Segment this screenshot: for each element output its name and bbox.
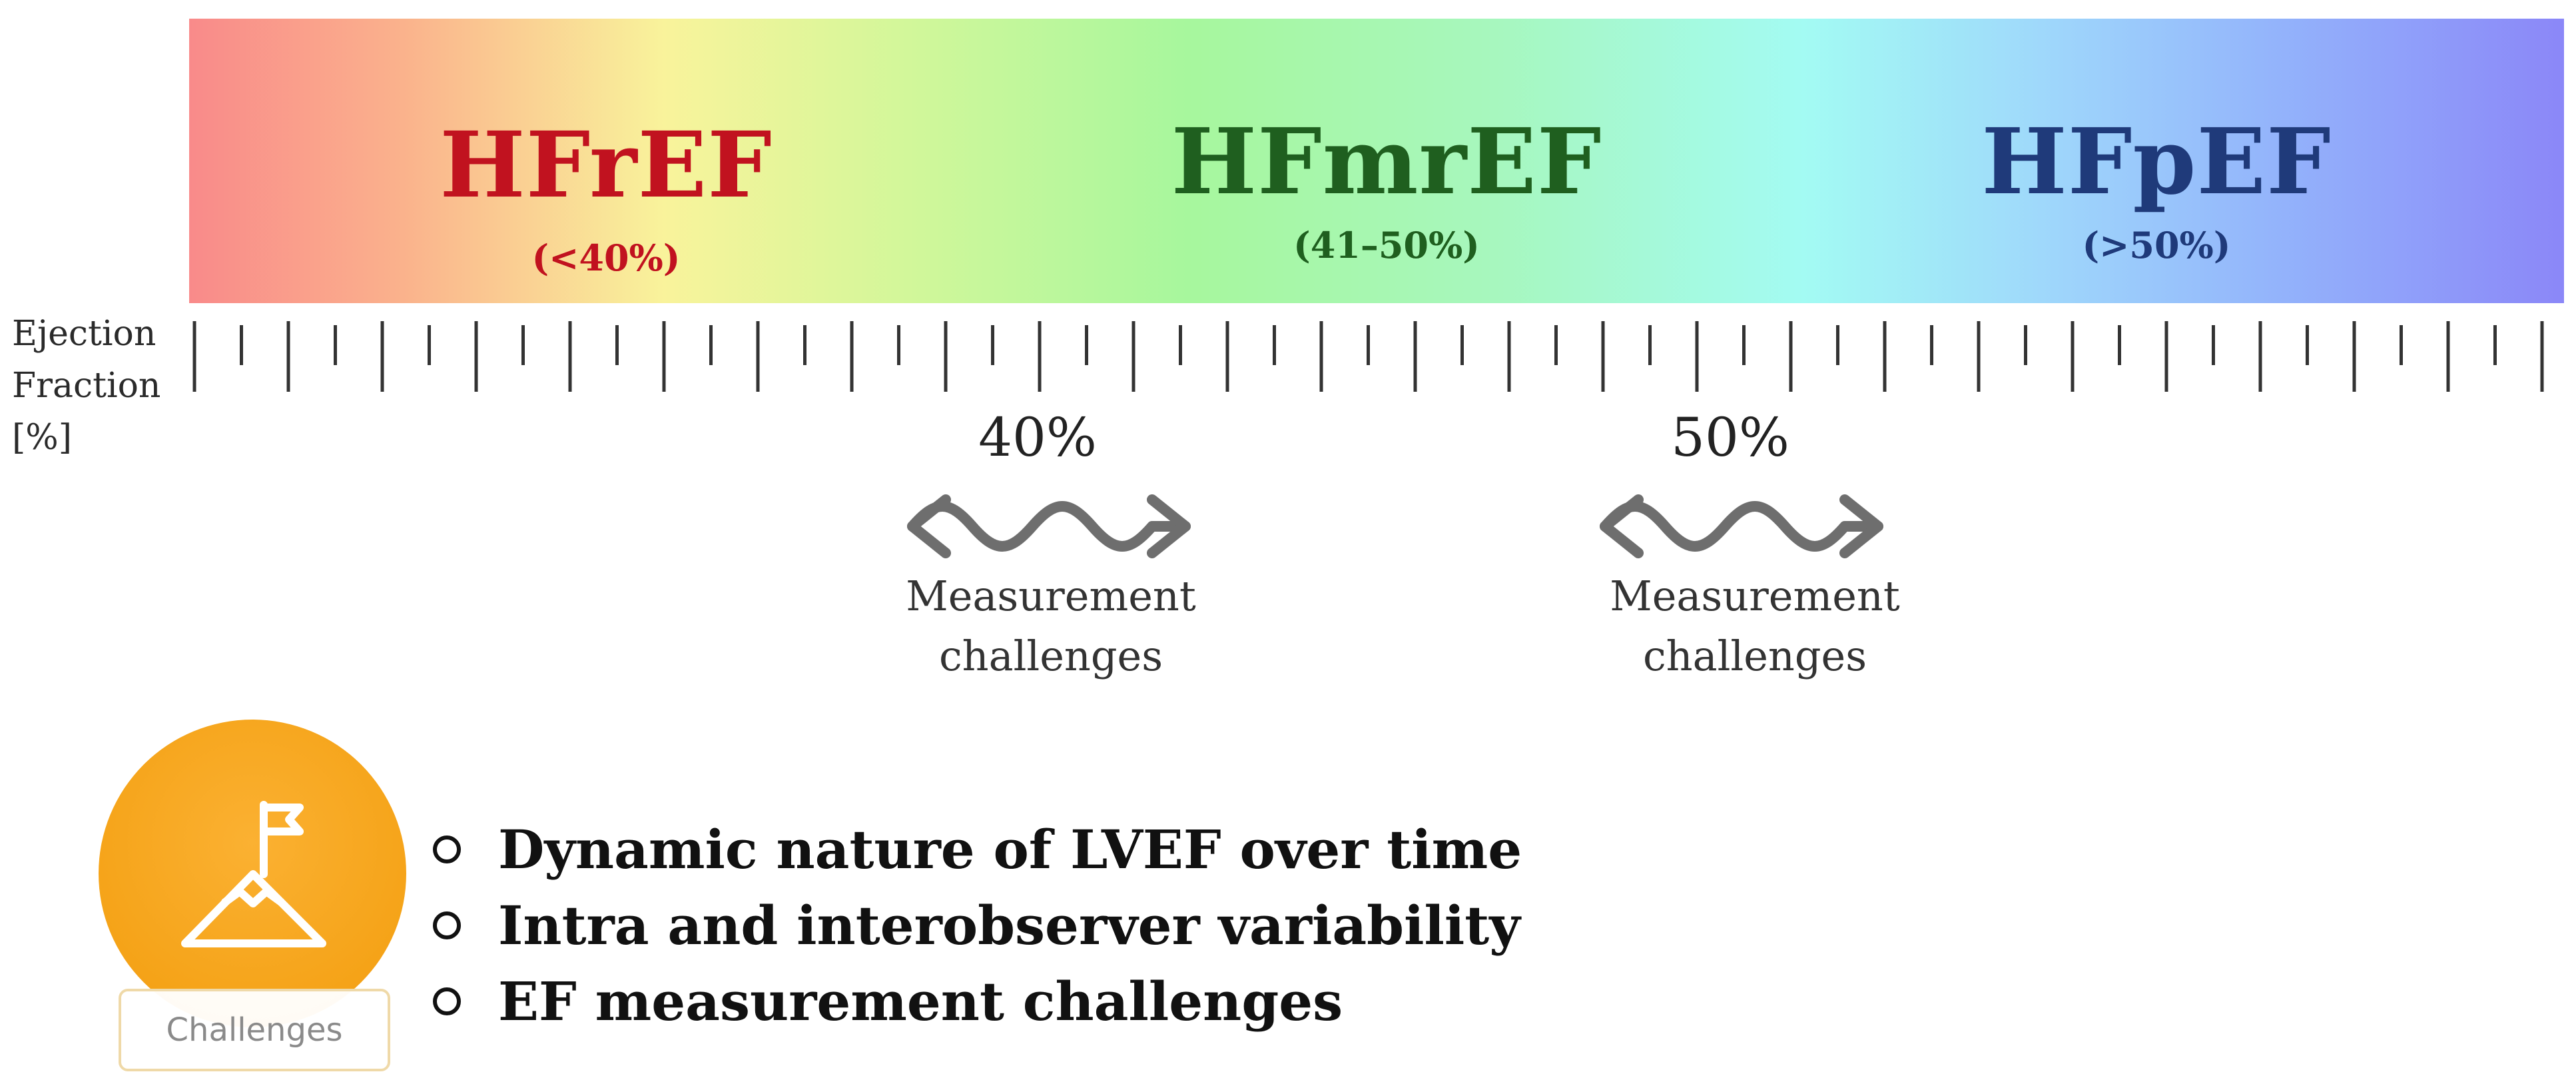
- threshold-40-label: 40%: [978, 406, 1097, 468]
- category-hfmref: HFmrEF (41–50%): [1171, 117, 1602, 263]
- axis-label-line2: Fraction: [12, 366, 161, 406]
- caption-line1: Measurement: [1610, 572, 1900, 620]
- axis-label-line3: [%]: [12, 418, 72, 458]
- threshold-50-label: 50%: [1671, 406, 1789, 468]
- ejection-fraction-axis-label: Ejection Fraction [%]: [12, 308, 161, 464]
- challenges-badge-label: Challenges: [119, 989, 390, 1071]
- category-hfref-range: (<40%): [531, 237, 681, 279]
- challenge-item: Dynamic nature of LVEF over time: [433, 818, 1522, 881]
- caption-line2: challenges: [1642, 632, 1867, 680]
- category-hfmref-name: HFmrEF: [1171, 109, 1602, 215]
- ef-spectrum-band: [189, 19, 2564, 303]
- category-hfpef: HFpEF (>50%): [1981, 117, 2331, 263]
- challenge-item-text: EF measurement challenges: [498, 970, 1343, 1033]
- bullet-circle-icon: [433, 911, 461, 939]
- measurement-uncertainty-arrow-icon: [1600, 494, 1883, 558]
- challenge-item: EF measurement challenges: [433, 970, 1343, 1033]
- category-hfpef-range: (>50%): [2082, 224, 2231, 267]
- category-hfref-name: HFrEF: [440, 112, 773, 219]
- caption-line2: challenges: [938, 632, 1163, 680]
- category-hfmref-range: (41–50%): [1293, 224, 1480, 267]
- challenge-item-text: Dynamic nature of LVEF over time: [498, 818, 1522, 881]
- category-hfpef-name: HFpEF: [1981, 109, 2332, 215]
- category-hfref: HFrEF (<40%): [440, 120, 773, 276]
- bullet-circle-icon: [433, 987, 461, 1015]
- challenge-item-text: Intra and interobserver variability: [498, 894, 1520, 957]
- measurement-challenges-caption-40: Measurement challenges: [906, 566, 1196, 686]
- bullet-circle-icon: [433, 835, 461, 863]
- caption-line1: Measurement: [906, 572, 1196, 620]
- axis-label-line1: Ejection: [12, 314, 157, 354]
- ruler-ticks: [192, 321, 2544, 392]
- challenge-item: Intra and interobserver variability: [433, 894, 1520, 957]
- measurement-challenges-caption-50: Measurement challenges: [1610, 566, 1900, 686]
- challenges-badge: [99, 720, 406, 1027]
- mountain-flag-icon: [181, 801, 326, 947]
- measurement-uncertainty-arrow-icon: [907, 494, 1191, 558]
